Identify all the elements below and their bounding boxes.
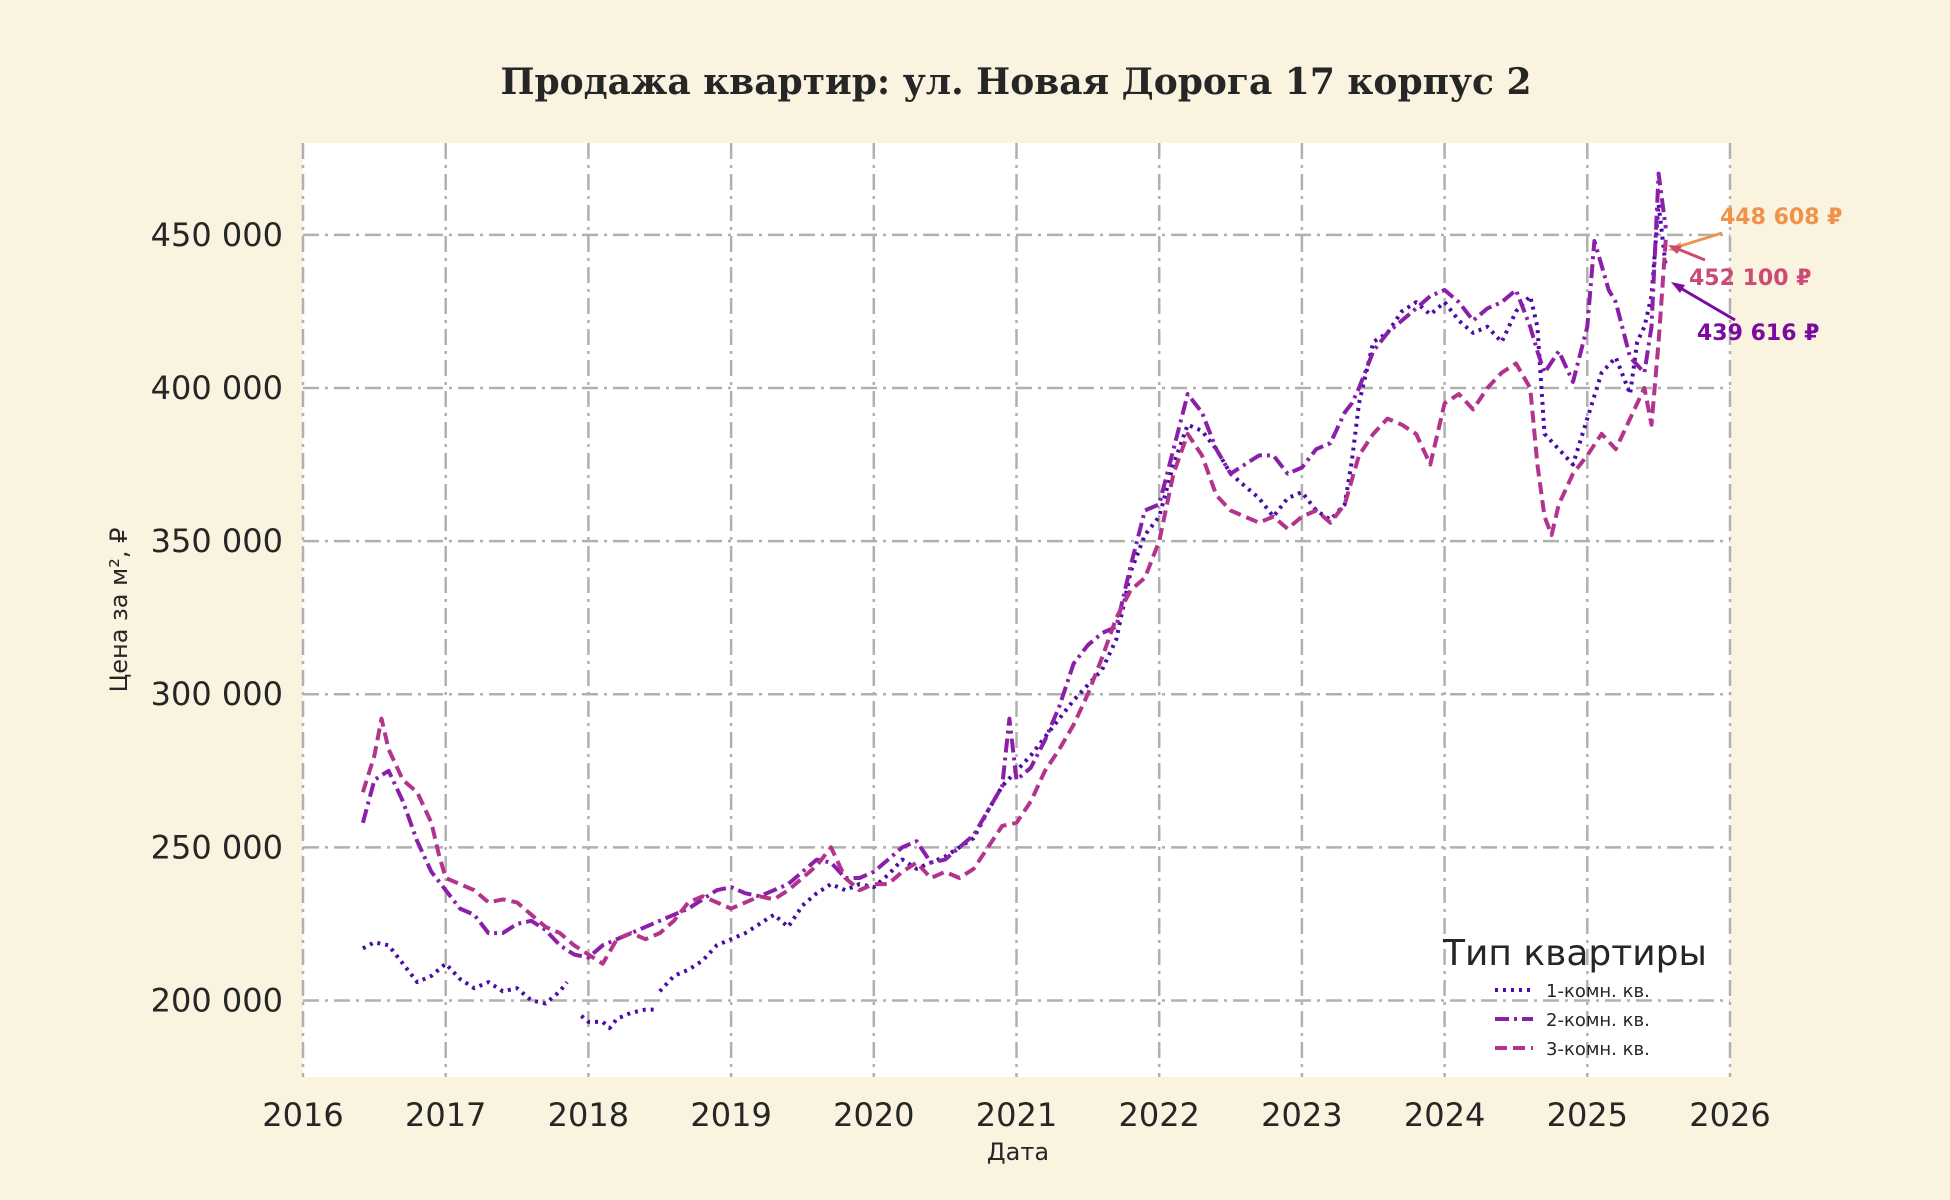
x-tick-label: 2022 (1118, 1096, 1199, 1134)
y-tick-label: 350 000 (151, 522, 283, 560)
x-axis-label: Дата (987, 1138, 1049, 1166)
grid (301, 143, 1732, 1077)
annotation-3room: 448 608 ₽ (1720, 205, 1842, 230)
y-tick-label: 250 000 (151, 828, 283, 866)
annotation-arrow-3room (1673, 231, 1723, 250)
x-tick-label: 2024 (1404, 1096, 1485, 1134)
legend-title: Тип квартиры (1442, 933, 1707, 974)
x-tick-label: 2020 (833, 1096, 914, 1134)
chart-title: Продажа квартир: ул. Новая Дорога 17 кор… (500, 61, 1531, 103)
annotation-arrowhead-1room (1671, 282, 1685, 293)
series-layer (360, 171, 1668, 1030)
x-tick-label: 2018 (548, 1096, 629, 1134)
x-tick-label: 2016 (262, 1096, 343, 1134)
y-tick-labels: 200 000 250 000 300 000 350 000 400 000 450 0… (151, 216, 283, 1020)
y-tick-label: 400 000 (151, 369, 283, 407)
x-tick-label: 2017 (405, 1096, 486, 1134)
y-axis-label: Цена за м², ₽ (105, 528, 133, 693)
annotation-arrowhead-2room (1668, 245, 1682, 254)
annotations: 448 608 ₽ 452 100 ₽ 439 616 ₽ (1668, 205, 1842, 346)
annotation-1room: 439 616 ₽ (1697, 321, 1819, 346)
x-tick-label: 2023 (1261, 1096, 1342, 1134)
x-tick-labels: 2016 2017 2018 2019 2020 2021 2022 2023 2024 2025… (262, 1096, 1770, 1134)
legend-label-1room: 1-комн. кв. (1546, 981, 1650, 1002)
series-line-1room (361, 202, 1668, 1030)
x-tick-label: 2021 (976, 1096, 1057, 1134)
annotation-arrow-1room (1676, 284, 1736, 322)
series-line-3room (360, 238, 1668, 966)
legend-label-3room: 3-комн. кв. (1546, 1039, 1650, 1060)
annotation-2room: 452 100 ₽ (1689, 266, 1811, 291)
x-tick-label: 2026 (1689, 1096, 1770, 1134)
legend-label-2room: 2-комн. кв. (1546, 1010, 1650, 1031)
legend: Тип квартиры 1-комн. кв. 2-комн. кв. 3-к… (1442, 933, 1707, 1060)
y-tick-label: 300 000 (151, 675, 283, 713)
x-tick-label: 2025 (1547, 1096, 1628, 1134)
series-line-2room (360, 171, 1668, 960)
x-tick-label: 2019 (690, 1096, 771, 1134)
y-tick-label: 200 000 (151, 981, 283, 1019)
y-tick-label: 450 000 (151, 216, 283, 254)
